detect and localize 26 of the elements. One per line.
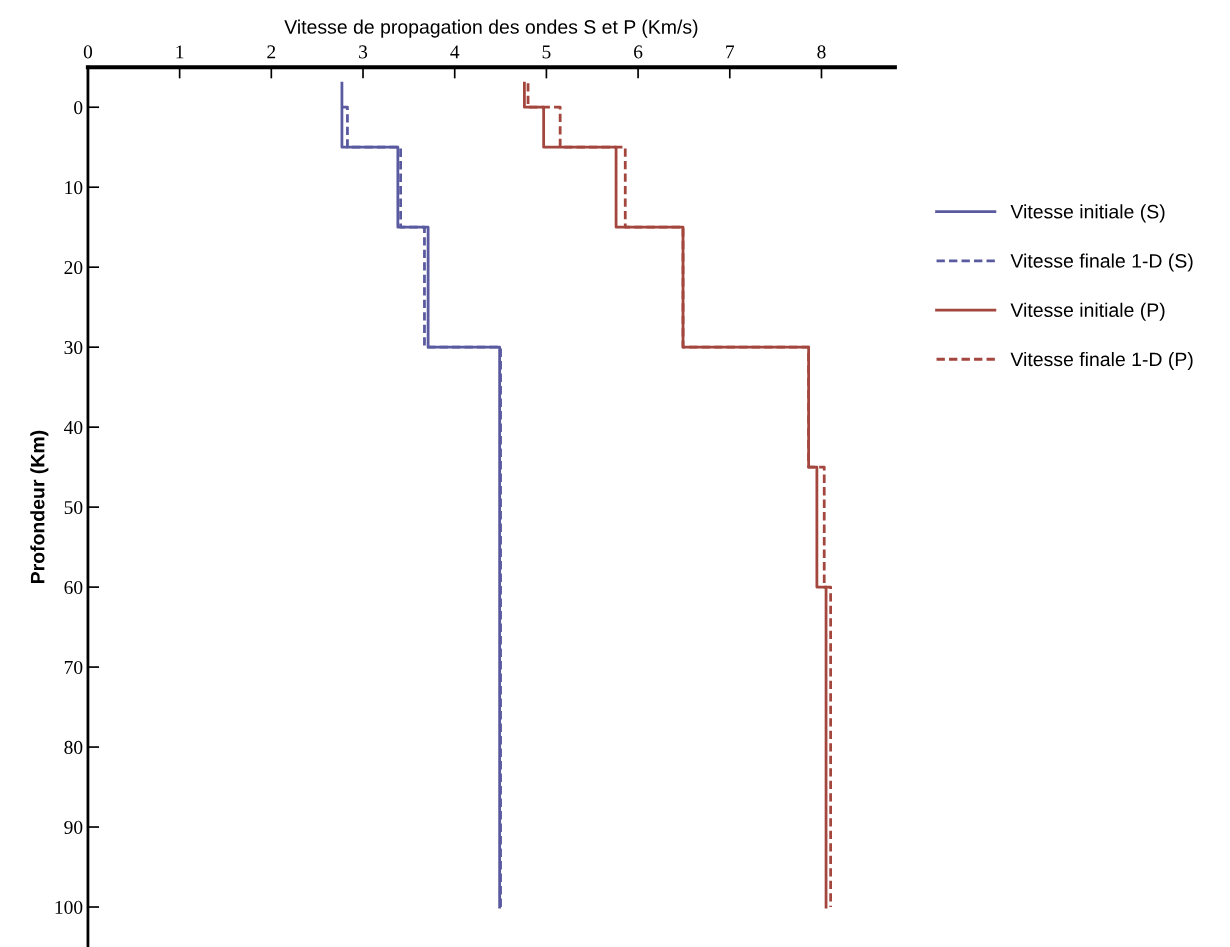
x-tick-label: 7 xyxy=(726,45,735,59)
x-tick-label: 3 xyxy=(359,45,368,59)
legend-label: Vitesse finale 1-D (P) xyxy=(1010,351,1193,371)
y-tick-label: 50 xyxy=(64,500,83,515)
x-tick-label: 8 xyxy=(817,45,826,59)
y-tick-label: 20 xyxy=(64,261,83,275)
y-tick-label: 40 xyxy=(64,420,83,435)
x-tick-label: 5 xyxy=(542,45,551,59)
y-tick-label: 90 xyxy=(64,820,83,834)
y-axis-title: Profondeur (Km) xyxy=(30,430,49,584)
x-axis-title: Vitesse de propagation des ondes S et P (Km/s) xyxy=(284,19,698,38)
y-tick-label: 70 xyxy=(64,660,83,675)
y-tick-label: 60 xyxy=(64,580,83,595)
x-tick-label: 2 xyxy=(267,45,276,59)
x-tick-label: 0 xyxy=(83,45,93,59)
x-tick-label: 1 xyxy=(176,45,184,59)
x-tick-label: 4 xyxy=(450,45,460,59)
x-tick-label: 6 xyxy=(634,45,643,59)
y-tick-label: 100 xyxy=(55,900,83,914)
legend-label: Vitesse initiale (S) xyxy=(1010,204,1165,223)
y-tick-label: 0 xyxy=(74,101,83,115)
legend-label: Vitesse initiale (P) xyxy=(1010,302,1165,321)
y-tick-label: 30 xyxy=(64,340,83,355)
y-tick-label: 80 xyxy=(64,740,83,754)
legend-label: Vitesse finale 1-D (S) xyxy=(1010,253,1193,272)
y-tick-label: 10 xyxy=(65,181,83,195)
